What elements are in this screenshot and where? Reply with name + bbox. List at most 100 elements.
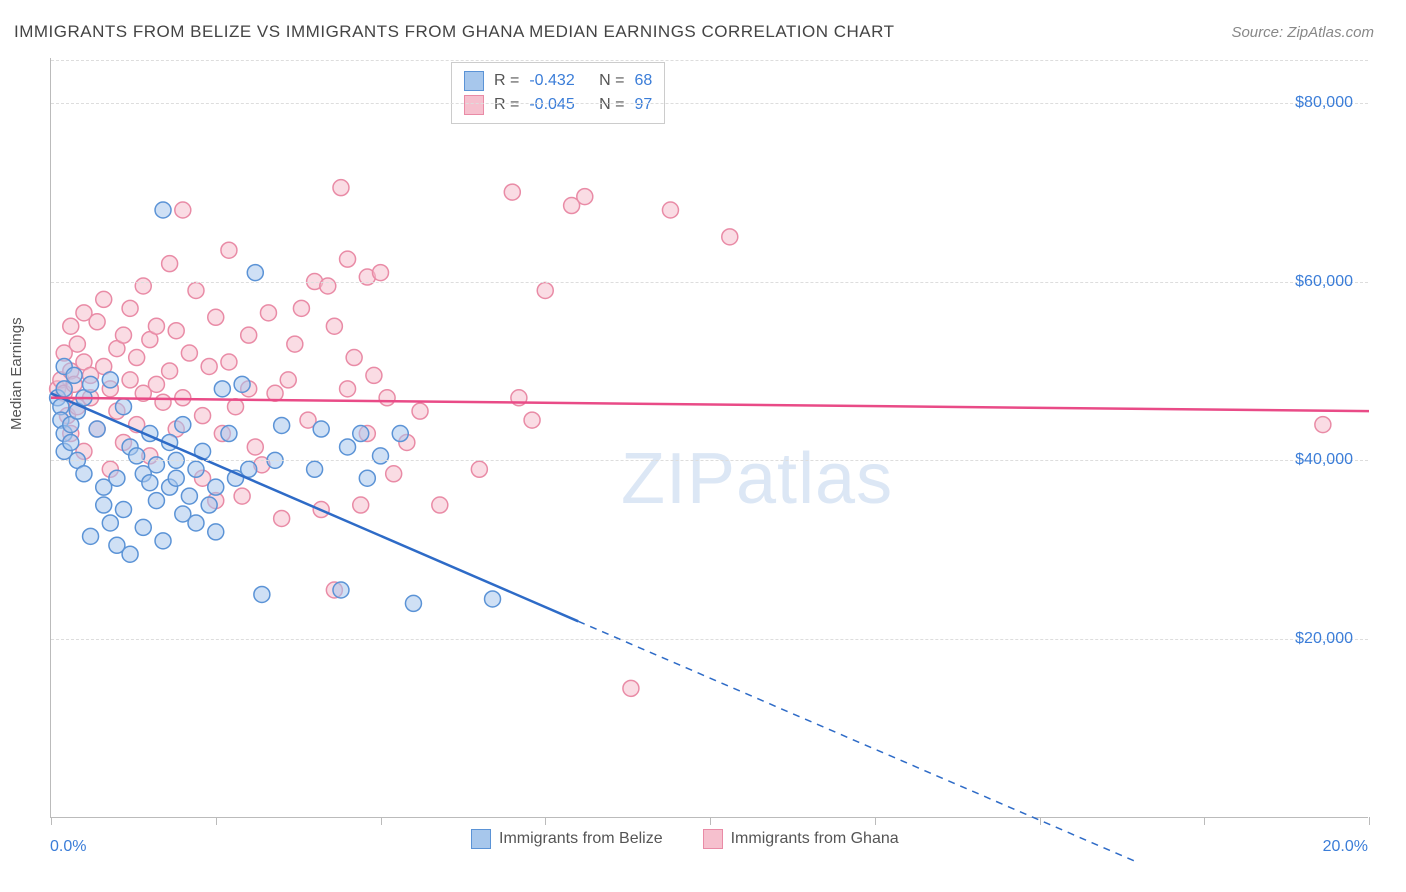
data-point [537, 282, 553, 298]
data-point [181, 488, 197, 504]
data-point [122, 546, 138, 562]
data-point [122, 372, 138, 388]
chart-title: IMMIGRANTS FROM BELIZE VS IMMIGRANTS FRO… [14, 22, 895, 42]
legend-label-belize: Immigrants from Belize [499, 830, 663, 848]
data-point [135, 519, 151, 535]
gridline [51, 639, 1368, 640]
y-axis-label: Median Earnings [8, 317, 25, 430]
data-point [89, 314, 105, 330]
regression-line [51, 398, 1369, 411]
y-tick-label: $80,000 [1295, 94, 1353, 112]
data-point [148, 457, 164, 473]
data-point [181, 345, 197, 361]
legend-swatch-ghana-bottom [703, 829, 723, 849]
data-point [280, 372, 296, 388]
data-point [162, 256, 178, 272]
x-tick [875, 817, 876, 825]
legend-swatch-belize-bottom [471, 829, 491, 849]
data-point [115, 502, 131, 518]
data-point [333, 180, 349, 196]
data-point [432, 497, 448, 513]
data-point [66, 367, 82, 383]
regression-line-dashed [578, 621, 1138, 862]
data-point [63, 434, 79, 450]
data-point [168, 470, 184, 486]
data-point [340, 251, 356, 267]
data-point [346, 350, 362, 366]
x-tick [545, 817, 546, 825]
data-point [333, 582, 349, 598]
data-point [96, 497, 112, 513]
data-point [524, 412, 540, 428]
data-point [221, 242, 237, 258]
x-axis-min-label: 0.0% [50, 838, 86, 856]
legend-label-ghana: Immigrants from Ghana [731, 830, 899, 848]
data-point [115, 327, 131, 343]
data-point [83, 528, 99, 544]
data-point [577, 189, 593, 205]
data-point [208, 524, 224, 540]
x-axis-max-label: 20.0% [1323, 838, 1368, 856]
data-point [241, 327, 257, 343]
data-point [228, 399, 244, 415]
data-point [214, 381, 230, 397]
data-point [129, 350, 145, 366]
y-tick-label: $60,000 [1295, 273, 1353, 291]
data-point [485, 591, 501, 607]
data-point [471, 461, 487, 477]
data-point [102, 515, 118, 531]
data-point [359, 470, 375, 486]
data-point [722, 229, 738, 245]
data-point [96, 291, 112, 307]
data-point [405, 595, 421, 611]
plot-area: ZIPatlas R = -0.432 N = 68 R = -0.045 N … [50, 58, 1368, 818]
data-point [155, 202, 171, 218]
data-point [148, 318, 164, 334]
data-point [168, 323, 184, 339]
data-point [504, 184, 520, 200]
x-tick [1040, 817, 1041, 825]
data-point [241, 461, 257, 477]
x-tick [51, 817, 52, 825]
data-point [366, 367, 382, 383]
data-point [260, 305, 276, 321]
data-point [392, 426, 408, 442]
data-point [162, 363, 178, 379]
data-point [195, 408, 211, 424]
data-point [412, 403, 428, 419]
data-point [353, 497, 369, 513]
plot-svg [51, 58, 1368, 817]
data-point [115, 399, 131, 415]
chart-container: IMMIGRANTS FROM BELIZE VS IMMIGRANTS FRO… [0, 0, 1406, 892]
y-tick-label: $20,000 [1295, 630, 1353, 648]
data-point [373, 448, 389, 464]
data-point [148, 376, 164, 392]
data-point [307, 461, 323, 477]
gridline [51, 282, 1368, 283]
data-point [135, 278, 151, 294]
data-point [56, 381, 72, 397]
data-point [188, 515, 204, 531]
x-tick [381, 817, 382, 825]
data-point [201, 497, 217, 513]
legend-item-ghana: Immigrants from Ghana [703, 829, 899, 849]
data-point [188, 461, 204, 477]
data-point [353, 426, 369, 442]
data-point [63, 318, 79, 334]
data-point [293, 300, 309, 316]
data-point [69, 336, 85, 352]
data-point [1315, 417, 1331, 433]
data-point [175, 417, 191, 433]
data-point [379, 390, 395, 406]
data-point [208, 309, 224, 325]
data-point [83, 376, 99, 392]
x-tick [710, 817, 711, 825]
data-point [102, 372, 118, 388]
data-point [109, 470, 125, 486]
data-point [287, 336, 303, 352]
data-point [221, 426, 237, 442]
data-point [234, 376, 250, 392]
data-point [623, 680, 639, 696]
data-point [122, 300, 138, 316]
data-point [313, 421, 329, 437]
